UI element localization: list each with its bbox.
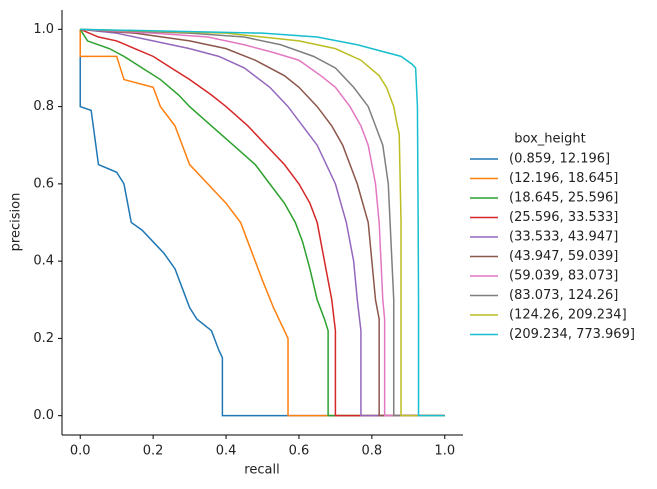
pr-curve xyxy=(80,28,445,417)
pr-curve xyxy=(79,28,445,417)
legend-label: (83.073, 124.26] xyxy=(509,288,618,303)
legend-label: (124.26, 209.234] xyxy=(509,308,627,323)
x-axis-label: recall xyxy=(244,463,279,478)
y-tick-label: 1.0 xyxy=(33,22,54,37)
x-tick-label: 1.0 xyxy=(434,444,455,459)
legend-label: (33.533, 43.947] xyxy=(509,230,618,245)
pr-curve xyxy=(80,28,445,417)
x-tick-label: 0.6 xyxy=(289,444,310,459)
y-tick-label: 0.2 xyxy=(33,331,54,346)
x-tick-label: 0.8 xyxy=(362,444,383,459)
pr-curve xyxy=(79,29,445,417)
y-tick-label: 0.8 xyxy=(33,99,54,114)
y-tick-label: 0.4 xyxy=(33,254,54,269)
legend-label: (43.947, 59.039] xyxy=(509,249,618,264)
legend-label: (0.859, 12.196] xyxy=(509,152,610,167)
x-tick-label: 0.0 xyxy=(70,444,91,459)
pr-curve xyxy=(80,28,445,417)
legend-label: (209.234, 773.969] xyxy=(509,327,635,342)
legend-title: box_height xyxy=(514,132,585,147)
pr-curve xyxy=(80,28,445,417)
pr-curve xyxy=(80,28,445,417)
x-tick-label: 0.2 xyxy=(143,444,164,459)
y-tick-label: 0.0 xyxy=(33,408,54,423)
legend-label: (18.645, 25.596] xyxy=(509,191,618,206)
pr-curve xyxy=(80,28,445,417)
legend-label: (25.596, 33.533] xyxy=(509,210,618,225)
x-tick-label: 0.4 xyxy=(216,444,237,459)
pr-curve xyxy=(79,29,445,417)
pr-curve xyxy=(79,28,445,417)
legend-label: (59.039, 83.073] xyxy=(509,269,618,284)
y-tick-label: 0.6 xyxy=(33,176,54,191)
legend-label: (12.196, 18.645] xyxy=(509,171,618,186)
y-axis-label: precision xyxy=(9,193,24,252)
